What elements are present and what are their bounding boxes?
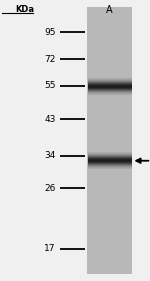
Text: 34: 34 [44,151,56,160]
Text: A: A [106,5,113,15]
Text: KDa: KDa [15,5,34,14]
Text: 95: 95 [44,28,56,37]
Bar [87,7,132,274]
Text: 26: 26 [44,184,56,193]
Text: 72: 72 [44,55,56,64]
Text: 55: 55 [44,81,56,90]
Text: 17: 17 [44,244,56,253]
Text: 43: 43 [44,115,56,124]
